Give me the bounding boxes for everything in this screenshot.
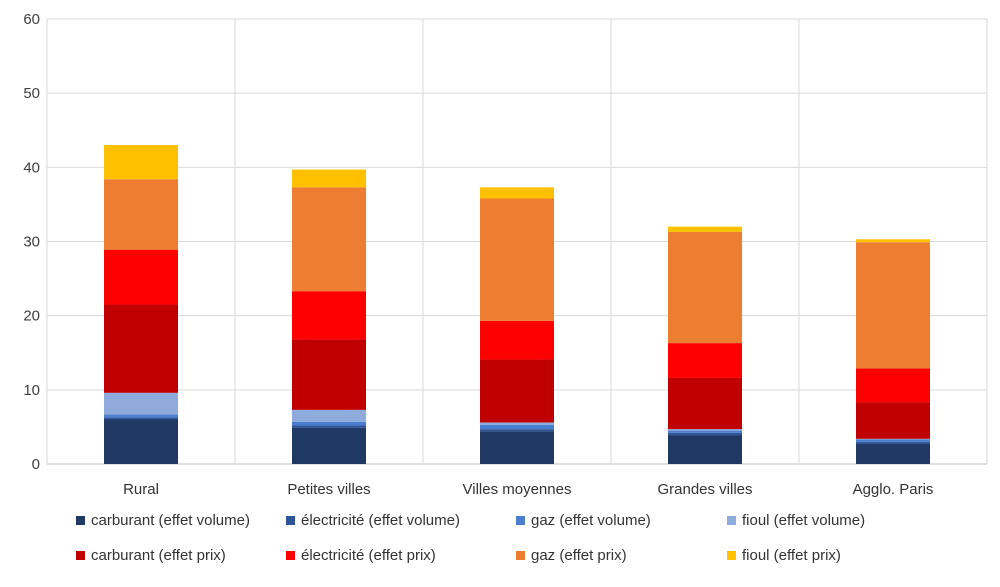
bar-segment [292,169,366,188]
bars [104,145,930,464]
bar-segment [292,409,366,422]
bar-segment [292,291,366,340]
bar-segment [668,231,742,344]
x-category-label: Villes moyennes [463,481,572,498]
legend-label: électricité (effet prix) [301,547,436,564]
y-axis-ticks: 0 10 20 30 40 50 60 [23,11,40,473]
bar-segment [856,402,930,439]
legend-label: fioul (effet prix) [742,547,841,564]
bar-segment [292,187,366,292]
bar-segment [480,429,554,432]
legend-label: fioul (effet volume) [742,512,866,529]
x-category-label: Rural [123,481,159,498]
legend-swatch [516,516,525,525]
legend-item: fioul (effet volume) [727,512,865,529]
bar-segment [668,430,742,433]
legend-swatch [286,551,295,560]
bar-segment [668,343,742,378]
bar-segment [292,421,366,426]
bar-segment [104,419,178,464]
legend-label: carburant (effet prix) [91,547,226,564]
bar-segment [104,414,178,418]
bar-segment [668,226,742,232]
legend-swatch [76,516,85,525]
gridlines [46,18,988,465]
legend-item: carburant (effet prix) [76,547,226,564]
bar-segment [104,304,178,393]
bar-segment [480,359,554,423]
bar-segment [104,179,178,250]
y-tick-label: 10 [23,382,40,399]
legend-label: gaz (effet prix) [531,547,627,564]
legend-item: carburant (effet volume) [76,512,250,529]
bar-segment [856,441,930,444]
bar-segment [104,417,178,420]
bar-segment [668,432,742,436]
bar-segment [668,377,742,430]
legend-label: électricité (effet volume) [301,512,460,529]
legend-item: électricité (effet volume) [286,512,460,529]
bar-segment [292,425,366,428]
bar-segment [104,145,178,180]
bar-segment [856,438,930,440]
legend-swatch [76,551,85,560]
bar-segment [480,187,554,199]
bar-segment [480,198,554,321]
x-category-label: Agglo. Paris [853,481,934,498]
bar-segment [480,320,554,360]
bar-segment [104,392,178,415]
bar-segment [856,368,930,403]
bar-segment [480,431,554,464]
legend-item: électricité (effet prix) [286,547,436,564]
y-tick-label: 40 [23,159,40,176]
legend-swatch [727,516,736,525]
legend-label: carburant (effet volume) [91,512,250,529]
legend-swatch [516,551,525,560]
legend-item: fioul (effet prix) [727,547,841,564]
legend-label: gaz (effet volume) [531,512,651,529]
y-tick-label: 20 [23,308,40,325]
bar-segment [480,422,554,425]
bar-segment [856,239,930,243]
bar-segment [856,443,930,464]
y-tick-label: 0 [32,456,40,473]
bar-segment [856,439,930,442]
bar-segment [292,427,366,464]
bar-segment [668,435,742,464]
y-tick-label: 60 [23,11,40,28]
legend-swatch [727,551,736,560]
y-tick-label: 30 [23,234,40,251]
x-category-label: Grandes villes [657,481,752,498]
legend-item: gaz (effet prix) [516,547,627,564]
bar-segment [104,249,178,305]
bar-segment [856,242,930,369]
legend-item: gaz (effet volume) [516,512,651,529]
x-category-label: Petites villes [287,481,370,498]
y-tick-label: 50 [23,85,40,102]
legend-swatch [286,516,295,525]
x-axis-labels: Rural Petites villes Villes moyennes Grande… [123,481,933,498]
bar-segment [480,424,554,430]
bar-segment [292,339,366,410]
bar-segment [668,429,742,431]
